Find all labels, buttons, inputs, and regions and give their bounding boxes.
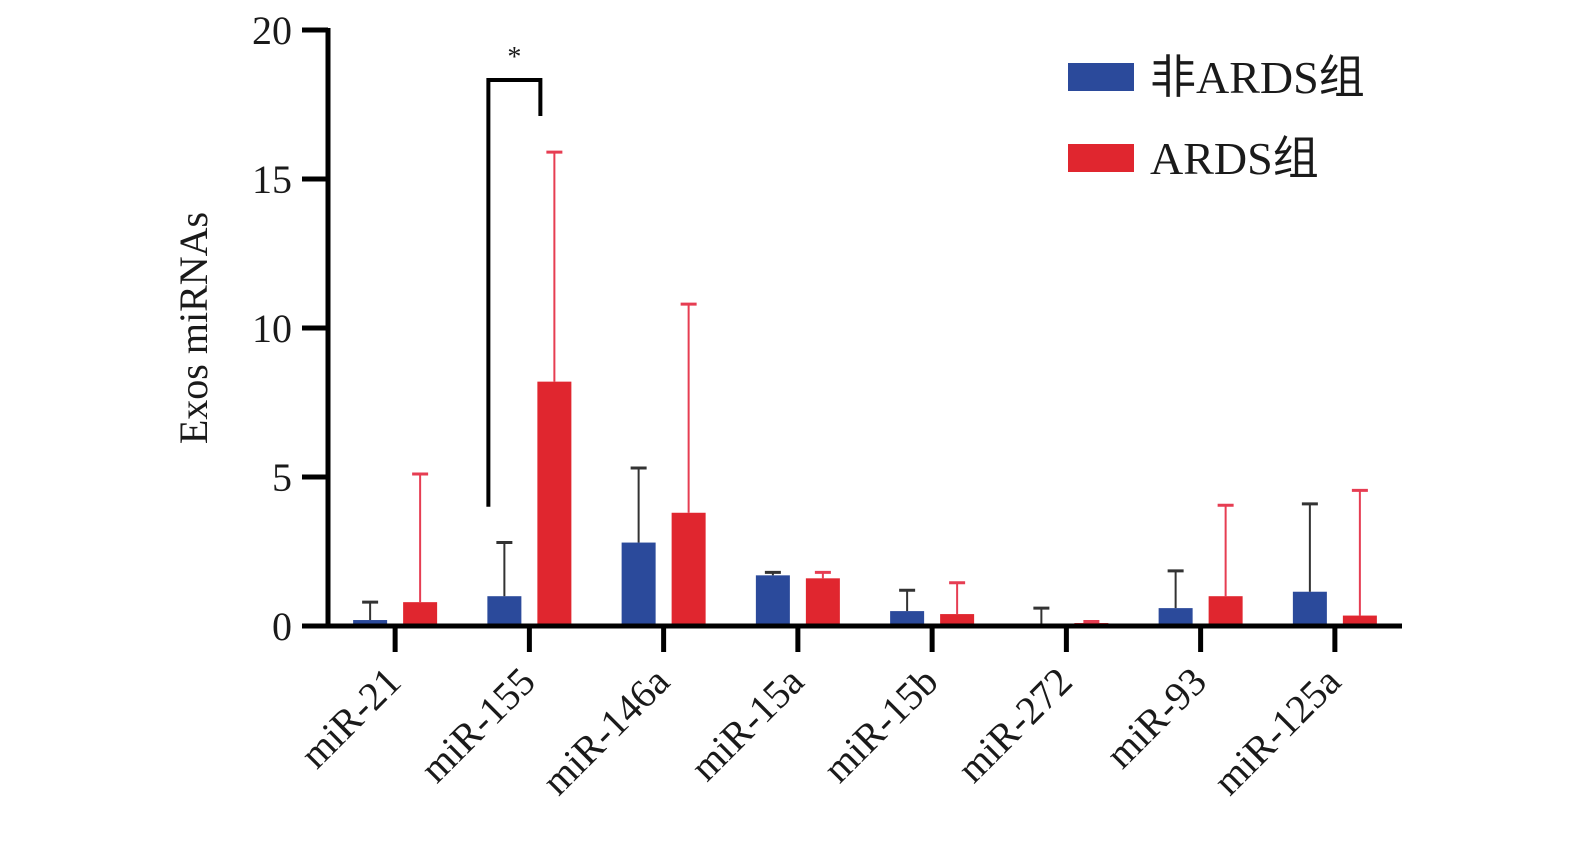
bar-non-ards-miR-93 (1158, 608, 1193, 626)
y-tick-label: 10 (252, 306, 292, 351)
error-bars-layer (362, 150, 1368, 626)
bar-non-ards-miR-15b (890, 611, 925, 626)
bar-ards-miR-125a (1342, 615, 1377, 626)
y-axis-title: Exos miRNAs (171, 212, 216, 444)
x-tick-label: miR-15a (681, 658, 812, 789)
bar-non-ards-miR-155 (487, 596, 522, 626)
significance-annotation: * (486, 42, 543, 507)
bar-ards-miR-146a (671, 512, 706, 626)
y-tick-label: 15 (252, 157, 292, 202)
legend-swatch-ards (1068, 144, 1134, 172)
y-ticks-layer: 0 5 10 15 20 (252, 8, 328, 649)
bar-ards-miR-155 (537, 381, 572, 626)
x-tick-label: miR-155 (411, 659, 543, 791)
bar-ards-miR-21 (403, 602, 438, 626)
legend: 非ARDS组 ARDS组 (1068, 52, 1365, 184)
bar-non-ards-miR-21 (353, 620, 388, 626)
legend-swatch-non-ards (1068, 63, 1134, 91)
x-tick-label: miR-21 (291, 659, 409, 777)
significance-star: * (507, 42, 521, 73)
y-tick-label: 0 (272, 604, 292, 649)
x-tick-label: miR-146a (533, 658, 678, 803)
bar-non-ards-miR-15a (755, 575, 790, 626)
bars-layer (353, 381, 1377, 626)
x-tick-label: miR-125a (1204, 658, 1349, 803)
x-tick-label: miR-15b (814, 659, 946, 791)
legend-label-non-ards: 非ARDS组 (1150, 52, 1365, 103)
x-tick-label: miR-93 (1097, 659, 1215, 777)
x-tick-label: miR-272 (948, 659, 1080, 791)
significance-bracket (486, 78, 543, 507)
bar-non-ards-miR-146a (621, 542, 656, 626)
bar-non-ards-miR-125a (1292, 591, 1327, 626)
bar-ards-miR-15a (805, 578, 840, 626)
bar-ards-miR-93 (1208, 596, 1243, 626)
y-tick-label: 20 (252, 8, 292, 53)
bar-ards-miR-15b (940, 614, 975, 626)
y-tick-label: 5 (272, 455, 292, 500)
legend-label-ards: ARDS组 (1150, 133, 1319, 184)
